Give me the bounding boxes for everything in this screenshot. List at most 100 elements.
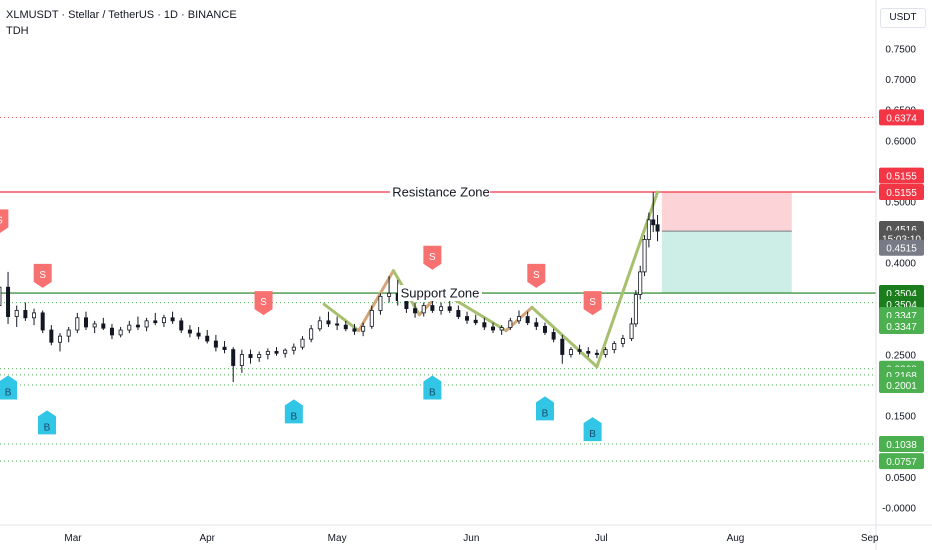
candle	[144, 317, 149, 332]
candle	[343, 320, 348, 332]
candle	[6, 271, 11, 324]
candle	[612, 341, 617, 354]
zigzag-segment	[357, 269, 395, 333]
candle	[75, 312, 80, 334]
candle	[633, 290, 638, 327]
price-axis-label: 0.6374	[879, 109, 924, 126]
candle	[378, 293, 383, 315]
stop-loss-zone	[661, 192, 792, 232]
candle	[335, 316, 340, 331]
x-tick-label: Jul	[595, 533, 608, 544]
zigzag-segment	[322, 302, 361, 333]
candle	[239, 349, 244, 373]
sell-signal-label: S	[0, 215, 3, 226]
candle	[439, 302, 444, 315]
candle	[257, 351, 262, 362]
sell-signal[interactable]: S	[527, 263, 546, 288]
candle	[205, 330, 210, 344]
candle	[109, 323, 114, 340]
resistance-zone-label: Resistance Zone	[392, 185, 490, 200]
candle	[638, 265, 643, 300]
candle	[32, 308, 37, 326]
price-axis-label-text: 0.5155	[886, 172, 917, 183]
candle	[456, 305, 461, 320]
sell-signal-label: S	[533, 270, 540, 281]
sell-signal[interactable]: S	[33, 263, 52, 288]
y-tick-label: 0.5000	[885, 198, 916, 209]
candle	[127, 320, 132, 334]
buy-signal-label: B	[429, 388, 436, 399]
candle	[413, 302, 418, 318]
buy-signal[interactable]: B	[38, 410, 57, 435]
currency-button[interactable]: USDT	[880, 8, 926, 28]
y-tick-label: 0.6000	[885, 136, 916, 147]
candle	[317, 316, 322, 332]
candle	[421, 302, 426, 317]
candle	[23, 302, 28, 321]
price-axis-label-text: 0.2001	[886, 381, 917, 392]
candle	[179, 317, 184, 334]
sell-signal-label: S	[39, 270, 46, 281]
price-axis-label-text: 0.3347	[886, 322, 917, 333]
price-axis-label-text: 0.2168	[886, 371, 917, 382]
x-tick-label: May	[328, 533, 347, 544]
sell-signal[interactable]: S	[254, 291, 273, 316]
y-tick-label: 0.7000	[885, 75, 916, 86]
candle	[387, 276, 392, 303]
candle	[482, 317, 487, 331]
buy-signal[interactable]: B	[284, 399, 303, 424]
candle	[291, 343, 296, 355]
price-axis-label-text: 0.3504	[886, 289, 917, 300]
candle	[274, 347, 279, 356]
candle	[491, 322, 496, 334]
candle	[620, 334, 625, 348]
candle	[213, 334, 218, 352]
candle	[248, 349, 253, 364]
candle	[352, 323, 357, 335]
candle	[655, 214, 660, 242]
candle	[499, 325, 504, 335]
sell-signal[interactable]: S	[0, 209, 9, 233]
resistance-label-bg	[390, 184, 490, 201]
price-axis-label: 0.3347	[879, 318, 924, 335]
buy-signal[interactable]: B	[583, 417, 602, 442]
buy-signal[interactable]: B	[535, 396, 554, 421]
price-axis-label: 0.5155	[879, 167, 924, 184]
buy-signal[interactable]: B	[423, 375, 442, 400]
candle	[361, 322, 366, 337]
y-tick-label: 0.1500	[885, 412, 916, 423]
candle	[14, 305, 19, 327]
price-axis-label: 0.0757	[879, 453, 924, 470]
buy-signal-label: B	[542, 408, 549, 419]
candle	[0, 286, 2, 306]
y-tick-label: 0.2500	[885, 351, 916, 362]
buy-signal-label: B	[44, 422, 51, 433]
candle	[508, 317, 513, 331]
sell-signal-label: S	[260, 297, 267, 308]
price-axis-label: 0.2001	[879, 377, 924, 394]
sell-signal[interactable]: S	[583, 291, 602, 316]
y-tick-label: 0.7500	[885, 45, 916, 56]
price-axis-label-text: 0.5155	[886, 188, 917, 199]
price-axis-label-text: 0.0757	[886, 457, 917, 468]
candle	[135, 316, 140, 331]
candle	[170, 311, 175, 324]
candle	[83, 311, 88, 331]
candle	[568, 347, 573, 358]
candle	[651, 192, 656, 233]
candle	[92, 320, 97, 334]
price-axis-label-text: 0.6374	[886, 113, 917, 124]
candle	[534, 317, 539, 331]
sell-signal[interactable]: S	[423, 245, 442, 270]
support-label-bg	[398, 285, 482, 302]
buy-signal[interactable]: B	[0, 375, 18, 400]
sell-signal-label: S	[589, 297, 596, 308]
y-tick-label: 0.0500	[885, 473, 916, 484]
candle	[118, 326, 123, 338]
x-tick-label: Sep	[861, 533, 879, 544]
candle	[603, 347, 608, 358]
candle	[326, 311, 331, 327]
price-axis-label: 0.1038	[879, 435, 924, 452]
candle	[646, 212, 651, 248]
